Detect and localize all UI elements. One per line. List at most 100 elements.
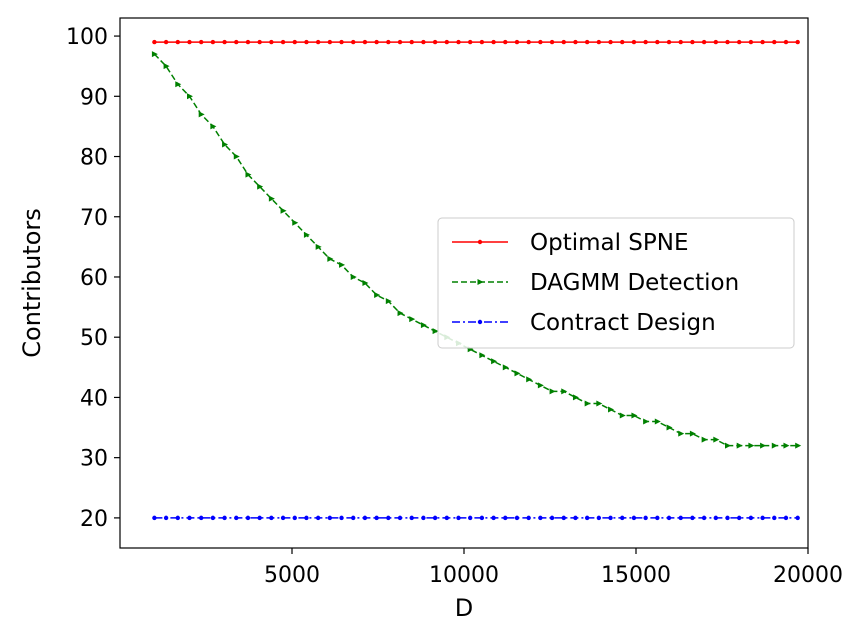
data-point: [467, 39, 473, 45]
data-point: [725, 515, 730, 521]
data-point: [584, 400, 591, 407]
data-point: [386, 515, 391, 521]
data-point: [689, 430, 696, 437]
data-point: [467, 515, 473, 521]
data-point: [596, 400, 603, 407]
y-tick-label: 100: [66, 25, 108, 50]
data-point: [748, 442, 755, 449]
data-point: [736, 442, 743, 449]
data-point: [456, 515, 461, 521]
data-point: [701, 39, 707, 45]
data-point: [257, 183, 264, 190]
data-point: [666, 424, 673, 431]
data-point: [151, 51, 158, 58]
data-point: [315, 243, 322, 250]
x-tick-label: 15000: [601, 563, 671, 588]
data-point: [643, 39, 648, 45]
data-point: [795, 39, 800, 45]
legend: Optimal SPNE DAGMM Detection Contract Desi…: [437, 217, 795, 349]
data-point: [619, 412, 626, 419]
data-point: [362, 280, 369, 286]
data-point: [315, 39, 321, 45]
legend-label: Contract Design: [530, 310, 716, 336]
data-point: [245, 171, 252, 178]
data-point: [374, 292, 381, 299]
data-point: [163, 515, 169, 521]
data-point: [374, 515, 379, 521]
data-point: [198, 39, 204, 45]
data-point: [514, 515, 520, 521]
data-point: [620, 515, 625, 521]
data-point: [514, 39, 520, 45]
data-point: [760, 442, 767, 449]
data-point: [163, 63, 170, 70]
data-point: [420, 322, 427, 329]
y-tick-label: 40: [80, 386, 108, 411]
data-point: [713, 39, 719, 45]
data-point: [690, 39, 695, 45]
data-point: [397, 515, 403, 521]
y-tick-label: 80: [80, 146, 108, 171]
data-point: [280, 515, 286, 521]
data-point: [678, 515, 683, 521]
data-point: [795, 515, 800, 521]
data-point: [631, 412, 638, 419]
data-point: [304, 515, 309, 521]
data-point: [654, 418, 661, 425]
data-point: [538, 39, 543, 45]
data-point: [608, 515, 613, 521]
legend-marker: [477, 279, 484, 285]
data-point: [432, 328, 439, 335]
data-point: [210, 515, 216, 521]
data-point: [690, 515, 695, 521]
data-point: [245, 39, 251, 45]
data-point: [362, 39, 368, 45]
data-point: [538, 515, 543, 521]
data-point: [608, 39, 613, 45]
data-point: [304, 39, 309, 45]
data-point: [327, 255, 334, 262]
x-tick-label: 5000: [264, 563, 320, 588]
data-point: [269, 39, 274, 45]
x-axis-label: D: [455, 594, 473, 622]
data-point: [292, 515, 297, 521]
data-point: [444, 39, 449, 45]
data-point: [748, 39, 754, 45]
data-point: [783, 442, 790, 449]
data-point: [573, 515, 578, 521]
data-point: [187, 39, 192, 45]
data-point: [537, 382, 544, 389]
data-point: [725, 39, 730, 45]
data-point: [549, 515, 555, 521]
data-point: [268, 195, 275, 202]
data-point: [374, 39, 379, 45]
data-point: [561, 39, 566, 45]
data-point: [315, 515, 321, 521]
data-point: [561, 388, 568, 395]
data-point: [432, 39, 438, 45]
data-point: [198, 515, 204, 521]
data-point: [397, 310, 404, 317]
data-point: [503, 39, 508, 45]
data-point: [549, 39, 555, 45]
data-point: [737, 515, 742, 521]
data-point: [198, 111, 205, 118]
data-point: [210, 39, 216, 45]
x-tick-label: 20000: [773, 563, 843, 588]
y-axis-ticks: 20 30 40 50 60 70 80 90 100: [66, 25, 120, 532]
legend-frame: [437, 217, 795, 349]
data-point: [397, 39, 403, 45]
data-point: [479, 352, 486, 359]
data-point: [233, 153, 240, 160]
data-point: [152, 515, 157, 521]
data-point: [737, 39, 742, 45]
data-point: [772, 515, 777, 521]
data-point: [631, 515, 637, 521]
x-tick-label: 10000: [429, 563, 499, 588]
data-point: [432, 515, 438, 521]
data-point: [175, 39, 180, 45]
data-point: [339, 515, 344, 521]
data-point: [339, 261, 346, 268]
data-point: [444, 515, 449, 521]
data-point: [584, 39, 590, 45]
